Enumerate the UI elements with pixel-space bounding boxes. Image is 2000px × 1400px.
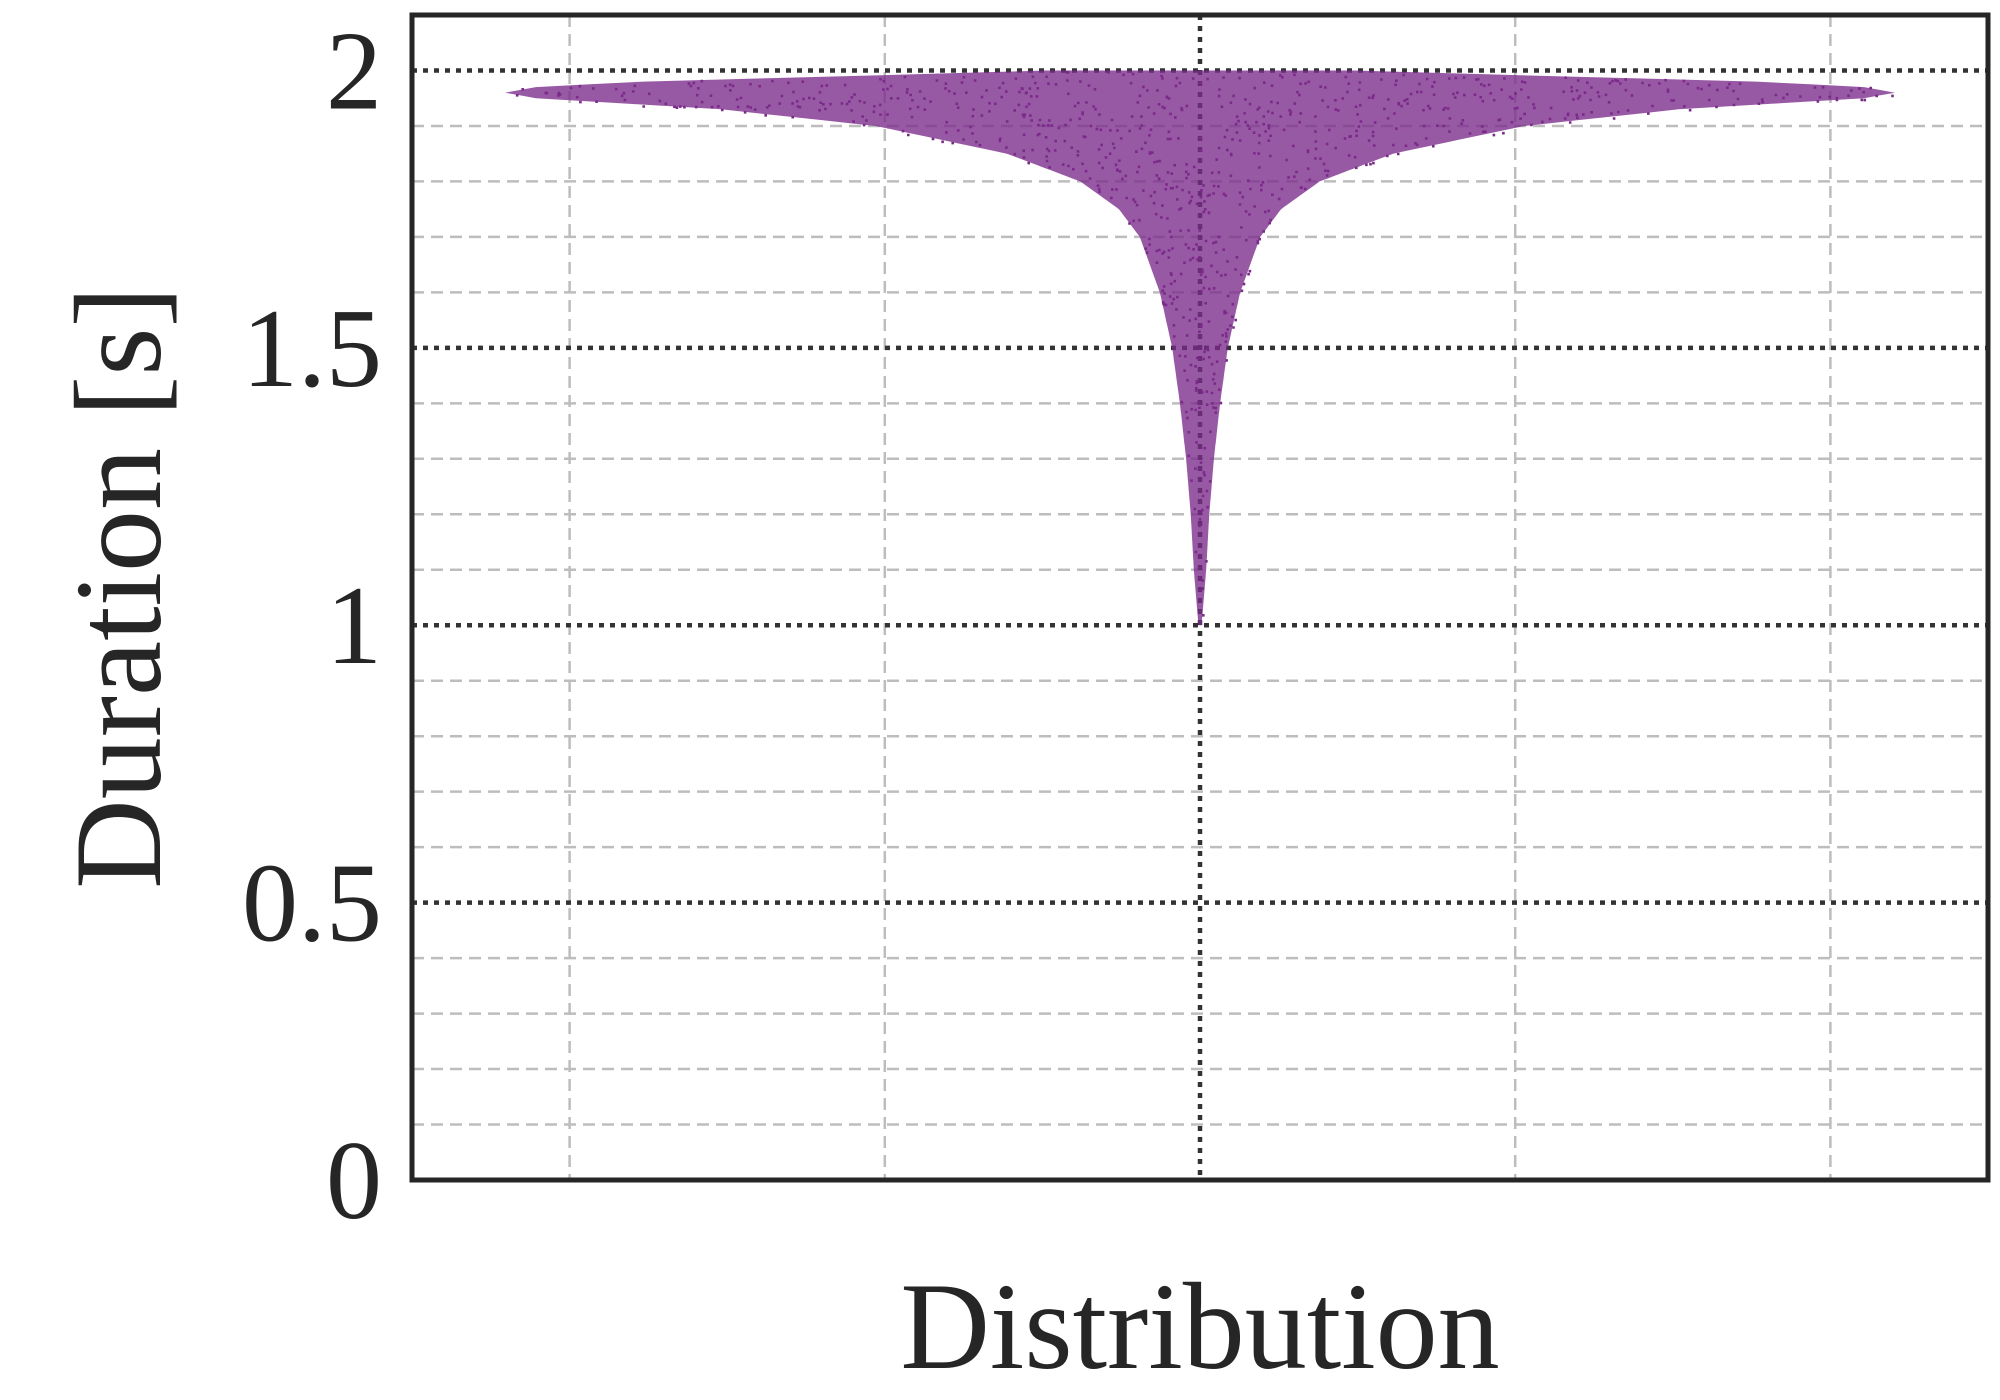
x-axis-label: Distribution <box>900 1258 1499 1395</box>
y-tick-label: 0 <box>326 1119 382 1243</box>
y-tick-label: 2 <box>326 9 382 133</box>
plot-frame <box>409 12 1991 1183</box>
y-tick-label: 1.5 <box>242 287 382 411</box>
y-tick-label: 1 <box>326 564 382 688</box>
major-grid <box>412 15 1988 1180</box>
y-tick-labels: 0 0.5 1 1.5 2 <box>242 9 382 1243</box>
violin-body <box>505 70 1895 626</box>
y-axis-label: Duration [s] <box>50 286 187 889</box>
y-tick-label: 0.5 <box>242 842 382 966</box>
data-points <box>505 70 1895 626</box>
